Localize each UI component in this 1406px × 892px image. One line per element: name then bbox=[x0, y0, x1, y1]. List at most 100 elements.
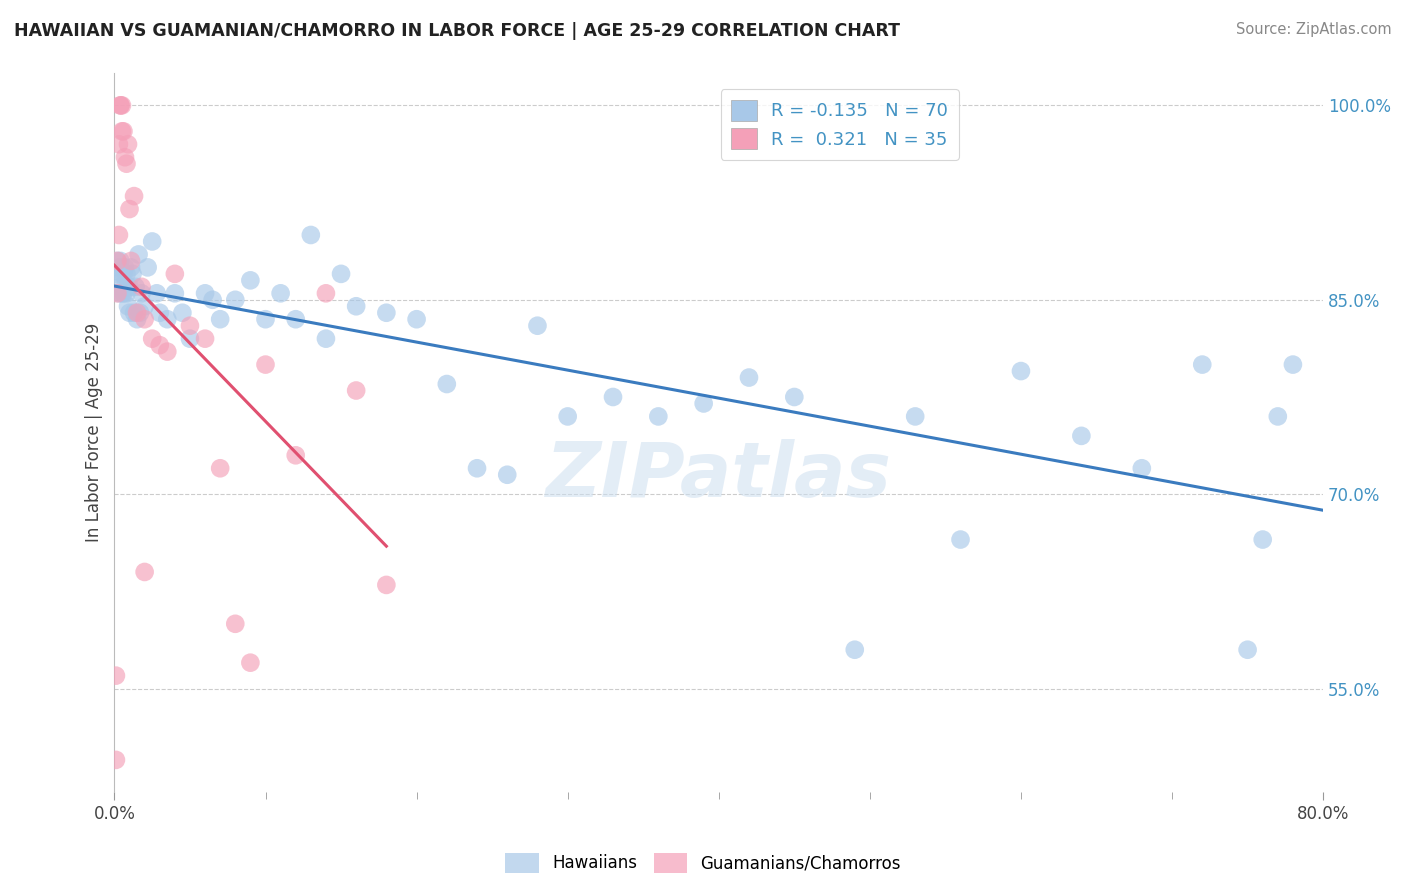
Point bbox=[122, 306, 145, 320]
Point bbox=[111, 267, 134, 281]
Point bbox=[118, 306, 141, 320]
Text: HAWAIIAN VS GUAMANIAN/CHAMORRO IN LABOR FORCE | AGE 25-29 CORRELATION CHART: HAWAIIAN VS GUAMANIAN/CHAMORRO IN LABOR … bbox=[14, 22, 900, 40]
Point bbox=[108, 137, 131, 152]
Point bbox=[315, 332, 337, 346]
Point bbox=[141, 332, 163, 346]
Point bbox=[124, 280, 146, 294]
Point bbox=[129, 306, 152, 320]
Point bbox=[194, 286, 217, 301]
Point bbox=[201, 293, 224, 307]
Point bbox=[108, 286, 131, 301]
Point bbox=[114, 150, 136, 164]
Point bbox=[136, 260, 159, 275]
Point bbox=[1267, 409, 1289, 424]
Point bbox=[141, 235, 163, 249]
Point bbox=[104, 753, 127, 767]
Point bbox=[179, 318, 201, 333]
Text: Source: ZipAtlas.com: Source: ZipAtlas.com bbox=[1236, 22, 1392, 37]
Point bbox=[128, 247, 150, 261]
Point bbox=[131, 280, 153, 294]
Point bbox=[179, 332, 201, 346]
Point bbox=[117, 137, 139, 152]
Point bbox=[118, 202, 141, 216]
Point bbox=[120, 260, 142, 275]
Point bbox=[117, 299, 139, 313]
Point bbox=[254, 312, 277, 326]
Point bbox=[949, 533, 972, 547]
Point bbox=[904, 409, 927, 424]
Point bbox=[111, 286, 134, 301]
Point bbox=[738, 370, 761, 384]
Point bbox=[115, 157, 138, 171]
Point bbox=[107, 286, 129, 301]
Point bbox=[1191, 358, 1213, 372]
Point bbox=[115, 286, 138, 301]
Point bbox=[107, 267, 129, 281]
Point bbox=[344, 384, 367, 398]
Point bbox=[270, 286, 292, 301]
Point bbox=[108, 227, 131, 242]
Point bbox=[239, 656, 262, 670]
Point bbox=[172, 306, 194, 320]
Point bbox=[375, 306, 398, 320]
Point bbox=[117, 280, 139, 294]
Point bbox=[120, 253, 142, 268]
Point bbox=[125, 306, 148, 320]
Point bbox=[156, 312, 179, 326]
Point bbox=[209, 312, 232, 326]
Point bbox=[134, 312, 156, 326]
Point bbox=[194, 332, 217, 346]
Point bbox=[783, 390, 806, 404]
Point bbox=[557, 409, 579, 424]
Point bbox=[315, 286, 337, 301]
Point bbox=[121, 267, 143, 281]
Point bbox=[112, 286, 135, 301]
Legend: Hawaiians, Guamanians/Chamorros: Hawaiians, Guamanians/Chamorros bbox=[499, 847, 907, 880]
Point bbox=[110, 280, 132, 294]
Point bbox=[465, 461, 488, 475]
Point bbox=[112, 267, 135, 281]
Point bbox=[122, 189, 145, 203]
Point bbox=[496, 467, 519, 482]
Point bbox=[108, 260, 131, 275]
Point bbox=[107, 253, 129, 268]
Point bbox=[110, 253, 132, 268]
Point bbox=[114, 280, 136, 294]
Point bbox=[163, 267, 186, 281]
Point bbox=[134, 299, 156, 313]
Point bbox=[299, 227, 322, 242]
Point bbox=[149, 338, 172, 352]
Y-axis label: In Labor Force | Age 25-29: In Labor Force | Age 25-29 bbox=[86, 323, 103, 542]
Point bbox=[375, 578, 398, 592]
Point bbox=[1070, 429, 1092, 443]
Legend: R = -0.135   N = 70, R =  0.321   N = 35: R = -0.135 N = 70, R = 0.321 N = 35 bbox=[720, 89, 959, 160]
Point bbox=[114, 260, 136, 275]
Point bbox=[111, 124, 134, 138]
Point bbox=[131, 286, 153, 301]
Point bbox=[104, 668, 127, 682]
Point bbox=[163, 286, 186, 301]
Point bbox=[107, 253, 129, 268]
Point bbox=[224, 293, 246, 307]
Point bbox=[692, 396, 714, 410]
Point bbox=[134, 565, 156, 579]
Point bbox=[1251, 533, 1274, 547]
Point bbox=[115, 267, 138, 281]
Point bbox=[156, 344, 179, 359]
Point bbox=[436, 377, 458, 392]
Point bbox=[209, 461, 232, 475]
Point bbox=[149, 306, 172, 320]
Point bbox=[330, 267, 353, 281]
Point bbox=[125, 312, 148, 326]
Point bbox=[1282, 358, 1305, 372]
Point bbox=[602, 390, 624, 404]
Point bbox=[405, 312, 427, 326]
Point bbox=[1236, 642, 1258, 657]
Point bbox=[1130, 461, 1153, 475]
Point bbox=[118, 280, 141, 294]
Point bbox=[284, 448, 307, 462]
Point bbox=[844, 642, 866, 657]
Point bbox=[224, 616, 246, 631]
Point bbox=[284, 312, 307, 326]
Point bbox=[254, 358, 277, 372]
